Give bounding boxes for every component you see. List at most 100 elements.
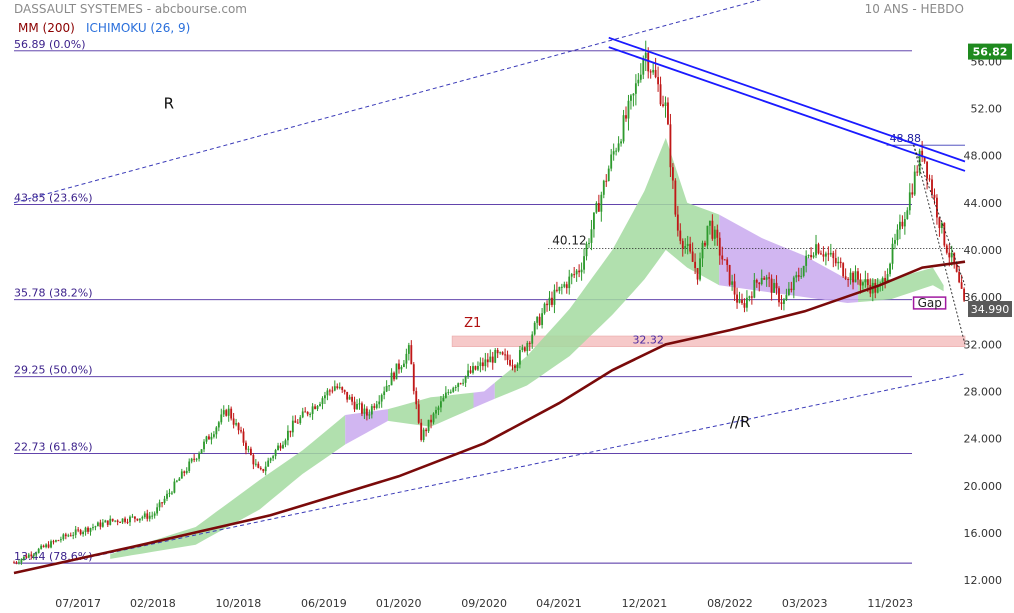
candle-body [422,429,425,440]
candle-body [368,414,371,416]
candle-body [597,203,600,212]
y-tick-label: 52.00 [971,102,1003,115]
candle-body [52,541,55,543]
candle-body [410,345,413,365]
candle-body [166,493,168,499]
candle-body [649,71,652,73]
candle-body [390,372,393,386]
candle-body [282,444,284,449]
candle-body [195,458,198,460]
candle-body [916,171,919,173]
x-tick-label: 06/2019 [301,597,347,610]
candle-body [190,458,193,462]
cloud-bearish [345,409,388,445]
candle-body [69,535,72,537]
level-48-label: 48.88 [890,132,922,145]
candle-body [827,253,830,255]
candle-body [373,406,376,408]
candle-body [758,282,761,285]
candle-body [657,77,660,85]
candle-body [538,316,541,325]
candle-body [32,554,35,557]
candle-body [407,345,410,354]
candle-body [731,281,734,285]
legend-ma200: MM (200) [18,21,75,35]
candle-body [55,540,57,542]
candle-body [77,529,80,531]
candle-body [42,545,45,548]
candle-body [74,529,77,535]
candle-body [728,264,731,285]
overlays: Gap R //R [13,36,966,575]
candle-body [745,297,748,308]
candle-body [99,522,102,527]
candle-body [467,370,469,377]
candle-body [533,322,536,335]
candle-body [432,413,435,423]
candle-body [859,279,862,286]
y-tick-label: 20.000 [964,480,1003,493]
candle-body [928,178,931,180]
x-tick-label: 02/2018 [130,597,176,610]
candle-body [104,520,107,523]
fib-level-label: 29.25 (50.0%) [14,364,93,377]
candle-body [319,403,321,406]
candle-body [736,294,738,303]
candle-body [950,252,953,258]
candle-body [923,157,926,162]
candle-body [343,389,346,392]
candle-body [484,359,487,367]
zone-z1 [451,335,966,347]
candle-body [802,265,805,276]
candle-body [743,303,746,308]
resistance-lower [608,46,966,172]
candle-body [294,420,297,423]
candle-body [309,413,312,415]
candle-body [306,411,309,415]
candle-body [583,256,585,270]
candle-body [866,279,869,286]
candle-body [380,395,383,402]
parallel-upper-line [13,0,762,204]
candle-body [437,407,440,411]
candle-body [940,222,943,228]
candle-body [822,254,825,257]
candle-body [689,243,692,252]
candle-body [639,74,642,80]
candle-body [84,527,87,533]
candle-body [805,255,808,266]
fib-level-label: 43.85 (23.6%) [14,192,93,205]
gap-label: Gap [918,296,942,310]
candle-body [439,401,442,408]
candle-body [20,559,23,563]
candle-body [64,534,67,537]
candle-body [383,391,386,396]
candle-body [667,102,669,125]
candle-body [844,276,847,279]
candle-body [911,192,914,195]
candle-body [652,69,655,73]
candle-body [852,272,854,283]
candle-body [299,417,302,424]
candle-body [546,303,548,306]
candle-body [131,516,134,518]
candle-body [741,299,743,304]
candle-body [824,253,827,257]
candle-body [18,562,20,564]
top-price-box [968,43,1012,60]
candle-body [114,520,117,522]
candle-body [336,386,339,389]
candle-body [671,167,674,181]
candle-body [820,253,822,255]
candle-body [615,150,618,152]
candle-body [363,408,366,414]
x-tick-label: 07/2017 [55,597,101,610]
candle-body [795,275,798,278]
candle-body [286,430,289,441]
candle-body [291,420,294,433]
candle-body [109,518,112,525]
candle-body [435,410,437,414]
candle-body [543,303,546,314]
candle-body [481,362,484,367]
candle-body [691,251,694,262]
